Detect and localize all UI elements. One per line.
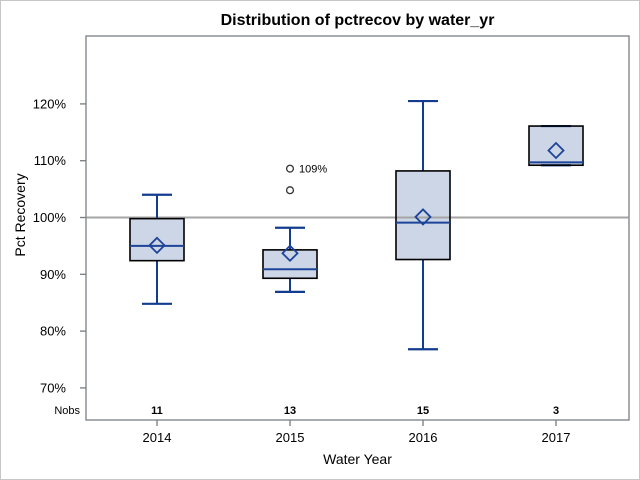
nobs-value: 15 [417,405,429,417]
nobs-label: Nobs [54,405,80,417]
x-tick-label: 2014 [143,430,172,445]
nobs-value: 11 [151,405,163,417]
nobs-value: 3 [553,405,559,417]
y-tick-label: 80% [40,324,66,339]
box-outline-2016 [395,170,451,261]
nobs-value: 13 [284,405,296,417]
outlier-marker-2015 [285,186,295,195]
mean-marker-2017 [547,141,565,160]
y-tick-label: 70% [40,380,66,395]
box-outline-2014 [129,217,185,262]
x-axis-title: Water Year [323,451,392,467]
mean-marker-2016 [414,208,432,226]
plot-frame [85,35,630,421]
box-fill-2014 [130,218,184,261]
box-outline-2017 [528,125,584,167]
mean-marker-2015 [281,244,299,263]
box-outline-2015 [262,249,318,280]
x-tick-label: 2016 [409,430,438,445]
x-tick-label: 2017 [542,430,571,445]
y-tick-label: 90% [40,267,66,282]
mean-marker-2014 [148,236,166,255]
x-tick-label: 2015 [276,430,305,445]
y-tick-label: 110% [34,153,67,168]
outlier-marker-2015 [285,164,295,173]
box-fill-2015 [263,249,317,279]
box-fill-2017 [529,126,583,166]
y-tick-label: 100% [33,210,67,225]
y-tick-label: 120% [33,96,67,111]
outlier-label: 109% [299,164,327,176]
box-fill-2016 [396,170,450,260]
chart-title: Distribution of pctrecov by water_yr [220,12,495,29]
